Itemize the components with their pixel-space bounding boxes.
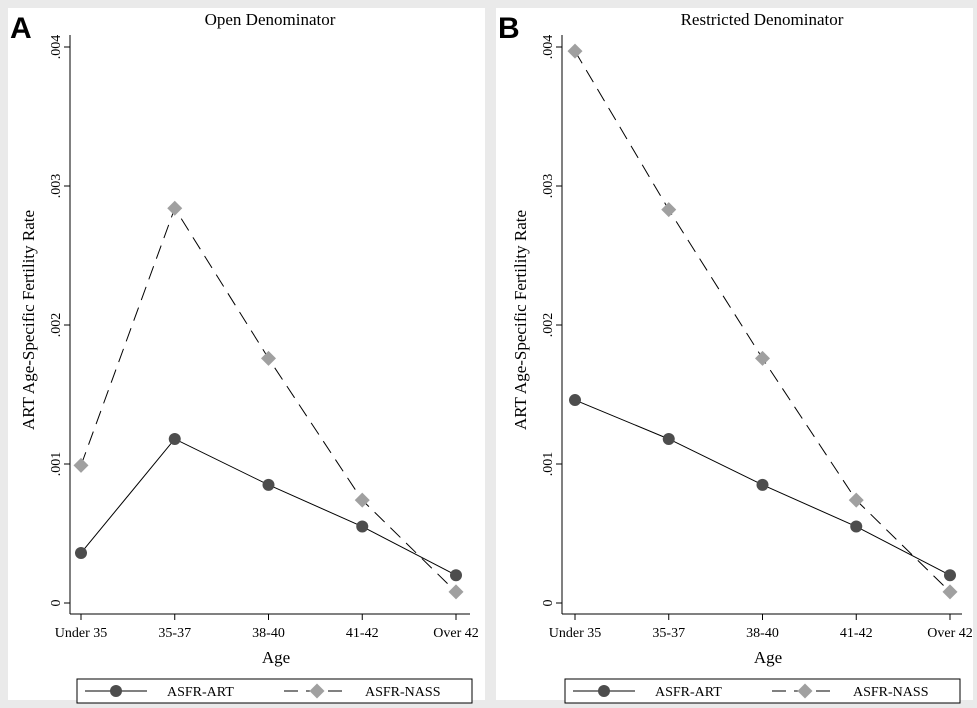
x-tick-label: Under 35 [55,626,108,641]
y-tick-label: .003 [49,174,64,199]
panel-background [8,8,485,700]
x-tick-label: 41-42 [346,626,379,641]
x-tick-label: Over 42 [927,626,973,641]
chart-title: Open Denominator [205,10,336,29]
data-point [850,520,863,533]
data-point [167,200,183,216]
y-tick-label: 0 [541,600,556,607]
x-axis-title: Age [262,648,290,667]
legend-label-nass: ASFR-NASS [853,685,928,700]
x-tick-label: Under 35 [549,626,602,641]
data-point [944,569,956,582]
y-tick-label: .002 [49,313,64,338]
data-point [662,432,675,445]
panel-a: A Open Denominator 0 .001 .002 .003 .004 ART Ag… [8,8,485,704]
x-tick-label: Over 42 [433,626,479,641]
y-tick-label: .002 [541,313,556,338]
panel-b: B Restricted Denominator 0 .001 .002 .003 .004… [496,8,973,704]
panel-background [496,8,973,700]
legend-marker-art [110,685,122,697]
legend-label-nass: ASFR-NASS [365,685,440,700]
data-point [356,520,369,533]
x-tick-label: 41-42 [840,626,873,641]
data-point [168,432,181,445]
legend-label-art: ASFR-ART [167,685,234,700]
data-point [569,394,581,407]
data-point [75,546,87,559]
x-axis-title: Age [754,648,782,667]
panel-letter: B [498,12,520,45]
chart-title: Restricted Denominator [681,10,844,29]
data-point [756,478,769,491]
y-axis-title: ART Age-Specific Fertility Rate [19,210,38,430]
x-tick-label: 35-37 [652,626,685,641]
data-point [450,569,462,582]
y-tick-label: 0 [49,600,64,607]
data-point [755,350,770,366]
data-point [848,492,864,508]
data-point [261,350,276,366]
y-tick-label: .003 [541,174,556,199]
legend-marker-nass [797,683,813,699]
y-tick-label: .004 [49,35,64,60]
panel-letter: A [10,12,32,45]
data-point [942,584,958,600]
data-point [567,43,583,59]
data-point [661,202,677,218]
x-tick-label: 38-40 [252,626,285,641]
legend-marker-nass [309,683,325,699]
legend-label-art: ASFR-ART [655,685,722,700]
y-tick-label: .004 [541,35,556,60]
y-axis-title: ART Age-Specific Fertility Rate [511,210,530,430]
legend-marker-art [598,685,610,697]
data-point [448,584,464,600]
x-tick-label: 38-40 [746,626,779,641]
data-point [73,457,89,473]
x-tick-label: 35-37 [158,626,191,641]
y-tick-label: .001 [541,452,556,477]
y-tick-label: .001 [49,452,64,477]
data-point [354,492,370,508]
data-point [262,478,275,491]
